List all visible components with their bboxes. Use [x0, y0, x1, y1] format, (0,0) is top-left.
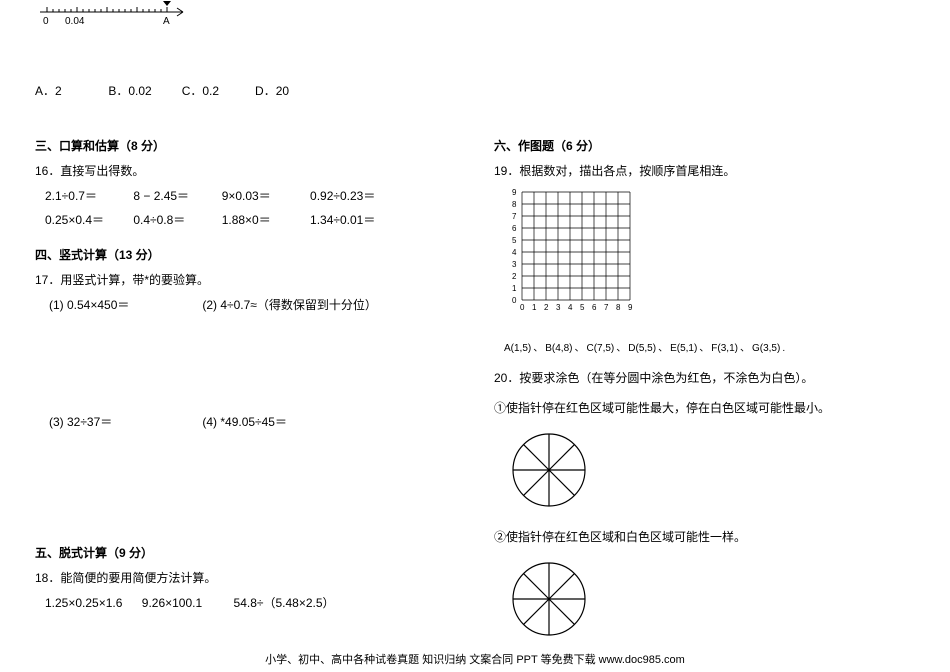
right-column: 六、作图题（6 分） 19．根据数对，描出各点，按顺序首尾相连。 0123456…: [494, 138, 914, 644]
svg-text:9: 9: [512, 188, 517, 197]
options-row: A．2 B．0.02 C．0.2 D．20: [35, 82, 289, 99]
svg-text:9: 9: [628, 303, 633, 312]
q18-prompt: 18．能简便的要用简便方法计算。: [35, 570, 475, 587]
svg-text:5: 5: [580, 303, 585, 312]
number-line-figure: 0 0.04 A: [35, 0, 195, 45]
q19-point: B(4,8): [545, 342, 572, 356]
svg-text:5: 5: [512, 236, 517, 245]
q16-1-2: 8 − 2.45＝: [133, 188, 218, 205]
q18-1: 1.25×0.25×1.6: [45, 595, 122, 612]
q17-prompt: 17．用竖式计算，带*的要验算。: [35, 272, 475, 289]
svg-text:7: 7: [604, 303, 609, 312]
svg-text:8: 8: [512, 200, 517, 209]
section-5-title: 五、脱式计算（9 分）: [35, 545, 475, 562]
opt-A: A．2: [35, 82, 105, 99]
svg-text:0: 0: [512, 296, 517, 305]
q18-2: 9.26×100.1: [142, 595, 202, 612]
svg-text:3: 3: [512, 260, 517, 269]
q19-point: F(3,1): [711, 342, 738, 356]
opt-C: C．0.2: [182, 82, 252, 99]
svg-text:1: 1: [532, 303, 537, 312]
numline-A: A: [163, 16, 170, 27]
q16-2-2: 0.4÷0.8＝: [133, 212, 218, 229]
q18-row1: 1.25×0.25×1.6 9.26×100.1 54.8÷（5.48×2.5）: [45, 595, 475, 612]
q20-pie1: [504, 425, 594, 515]
q19-point: D(5,5): [628, 342, 656, 356]
q17-2: (2) 4÷0.7≈（得数保留到十分位）: [202, 298, 377, 312]
svg-text:0: 0: [520, 303, 525, 312]
svg-text:1: 1: [512, 284, 517, 293]
q19-point: A(1,5): [504, 342, 531, 356]
numline-zero: 0: [43, 16, 49, 27]
q17-1: (1) 0.54×450＝: [49, 297, 199, 314]
q16-1-4: 0.92÷0.23＝: [310, 188, 375, 205]
q17-4: (4) *49.05÷45＝: [202, 415, 287, 429]
q16-row2: 0.25×0.4＝ 0.4÷0.8＝ 1.88×0＝ 1.34÷0.01＝: [45, 212, 475, 229]
opt-D: D．20: [255, 82, 289, 99]
q20-pie2: [504, 554, 594, 644]
svg-text:6: 6: [592, 303, 597, 312]
q19-point: G(3,5): [752, 342, 780, 356]
q20-prompt: 20．按要求涂色（在等分圆中涂色为红色，不涂色为白色）。: [494, 370, 914, 387]
q17-row2: (3) 32÷37＝ (4) *49.05÷45＝: [49, 414, 475, 431]
q17-3: (3) 32÷37＝: [49, 414, 199, 431]
q16-prompt: 16．直接写出得数。: [35, 163, 475, 180]
q20-sub1: ①使指针停在红色区域可能性最大，停在白色区域可能性最小。: [494, 400, 914, 417]
q19-point: E(5,1): [670, 342, 697, 356]
q17-row1: (1) 0.54×450＝ (2) 4÷0.7≈（得数保留到十分位）: [49, 297, 475, 314]
numline-tick: 0.04: [65, 16, 85, 27]
page-footer: 小学、初中、高中各种试卷真题 知识归纳 文案合同 PPT 等免费下载 www.d…: [0, 651, 950, 667]
q16-row1: 2.1÷0.7＝ 8 − 2.45＝ 9×0.03＝ 0.92÷0.23＝: [45, 188, 475, 205]
svg-text:4: 4: [568, 303, 573, 312]
svg-text:2: 2: [512, 272, 517, 281]
q16-1-1: 2.1÷0.7＝: [45, 188, 130, 205]
section-3-title: 三、口算和估算（8 分）: [35, 138, 475, 155]
q19-grid: 01234567890123456789: [504, 188, 654, 338]
svg-text:6: 6: [512, 224, 517, 233]
svg-text:2: 2: [544, 303, 549, 312]
q19-point: C(7,5): [586, 342, 614, 356]
svg-text:7: 7: [512, 212, 517, 221]
svg-text:3: 3: [556, 303, 561, 312]
opt-B: B．0.02: [108, 82, 178, 99]
number-line-svg: 0 0.04 A: [35, 0, 195, 40]
q16-2-1: 0.25×0.4＝: [45, 212, 130, 229]
q16-2-3: 1.88×0＝: [222, 212, 307, 229]
svg-text:8: 8: [616, 303, 621, 312]
section-6-title: 六、作图题（6 分）: [494, 138, 914, 155]
svg-text:4: 4: [512, 248, 517, 257]
q19-points: A(1,5)、B(4,8)、C(7,5)、D(5,5)、E(5,1)、F(3,1…: [504, 342, 914, 356]
section-4-title: 四、竖式计算（13 分）: [35, 247, 475, 264]
q19-prompt: 19．根据数对，描出各点，按顺序首尾相连。: [494, 163, 914, 180]
q16-1-3: 9×0.03＝: [222, 188, 307, 205]
q16-2-4: 1.34÷0.01＝: [310, 212, 375, 229]
q18-3: 54.8÷（5.48×2.5）: [234, 595, 335, 612]
left-column: 三、口算和估算（8 分） 16．直接写出得数。 2.1÷0.7＝ 8 − 2.4…: [35, 138, 475, 620]
q20-sub2: ②使指针停在红色区域和白色区域可能性一样。: [494, 529, 914, 546]
